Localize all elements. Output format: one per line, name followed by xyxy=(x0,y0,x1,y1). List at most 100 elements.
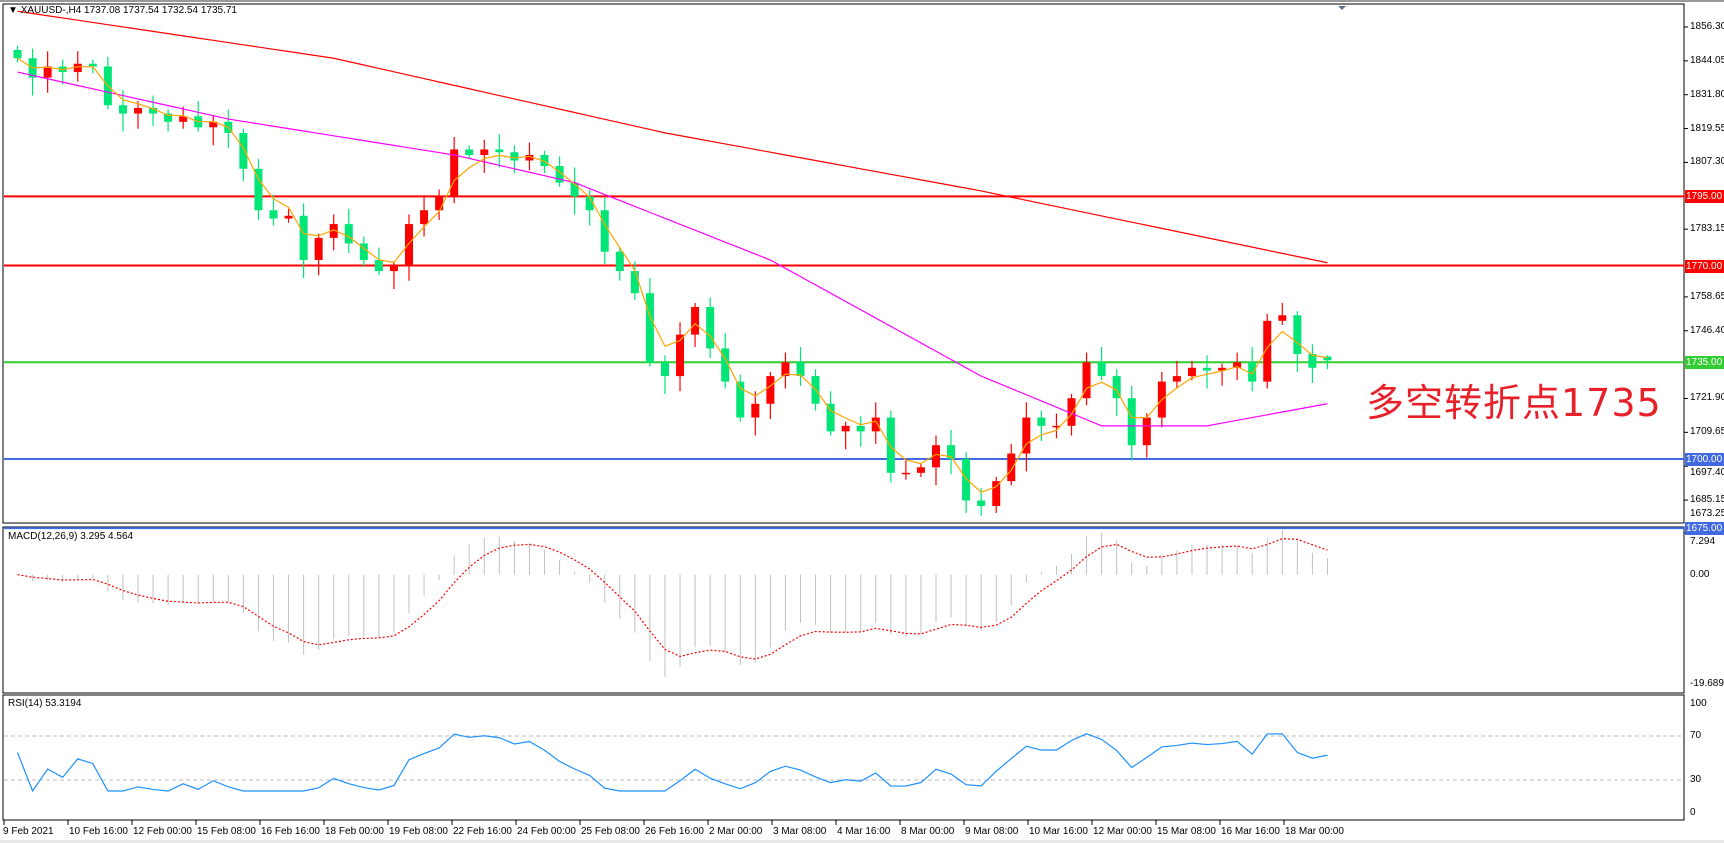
candle-body xyxy=(73,63,82,73)
time-tick-label: 18 Mar 00:00 xyxy=(1285,826,1344,837)
candle-body xyxy=(435,196,444,211)
level-tag: 1770.00 xyxy=(1685,260,1724,273)
candle-body xyxy=(374,260,383,272)
candle-body xyxy=(480,149,489,155)
time-tick-label: 24 Feb 00:00 xyxy=(517,826,576,837)
candle-body xyxy=(600,210,609,252)
candle-body xyxy=(299,215,308,261)
candle-body xyxy=(88,63,97,67)
candle-body xyxy=(962,459,971,501)
candle-body xyxy=(645,293,654,363)
candle-body xyxy=(179,116,188,122)
price-tick-label: 1697.40 xyxy=(1690,467,1724,478)
candle-body xyxy=(826,403,835,432)
candle-body xyxy=(796,362,805,377)
candle-body xyxy=(1293,315,1302,354)
candle-body xyxy=(977,500,986,507)
candle-body xyxy=(149,107,158,114)
candle-body xyxy=(284,215,293,219)
candle-body xyxy=(886,417,895,473)
time-tick-label: 12 Feb 00:00 xyxy=(133,826,192,837)
macd-panel xyxy=(2,526,1685,694)
level-tag: 1735.00 xyxy=(1685,356,1724,369)
price-tick-label: 1685.15 xyxy=(1690,494,1724,505)
level-tag: 1795.00 xyxy=(1685,190,1724,203)
candle-body xyxy=(164,113,173,122)
price-tick-label: 1746.40 xyxy=(1690,325,1724,336)
time-tick-label: 22 Feb 16:00 xyxy=(453,826,512,837)
chart-header: ▼ XAUUSD-,H4 1737.08 1737.54 1732.54 173… xyxy=(8,5,237,17)
price-tick-label: 1856.30 xyxy=(1690,21,1724,32)
candle-body xyxy=(269,210,278,219)
rsi-tick-label: 70 xyxy=(1690,730,1702,741)
candle-body xyxy=(1082,362,1091,399)
candle-body xyxy=(254,168,263,211)
time-tick-label: 15 Mar 08:00 xyxy=(1157,826,1216,837)
candle-body xyxy=(314,237,323,261)
candle-body xyxy=(329,224,338,238)
time-tick-label: 2 Mar 00:00 xyxy=(709,826,763,837)
candle-body xyxy=(1127,398,1136,446)
ma-mid-line xyxy=(17,71,1328,427)
time-tick-label: 19 Feb 08:00 xyxy=(389,826,448,837)
macd-tick-label: 0.00 xyxy=(1690,569,1710,580)
candle-body xyxy=(585,196,594,211)
candle-body xyxy=(781,362,790,377)
time-tick-label: 10 Feb 16:00 xyxy=(69,826,128,837)
rsi-panel xyxy=(2,694,1685,821)
candle-body xyxy=(1022,417,1031,454)
candle-body xyxy=(947,445,956,460)
candle-body xyxy=(1067,398,1076,426)
candle-body xyxy=(118,105,127,114)
candle-body xyxy=(1218,367,1227,371)
candle-body xyxy=(916,467,925,473)
candle-body xyxy=(525,154,534,161)
candle-body xyxy=(1172,376,1181,382)
time-tick-label: 25 Feb 08:00 xyxy=(581,826,640,837)
candle-body xyxy=(359,243,368,261)
candle-body xyxy=(992,481,1001,507)
price-tick-label: 1673.25 xyxy=(1690,508,1724,519)
dropdown-triangle-icon[interactable]: ▼ xyxy=(8,5,18,16)
level-tag: 1675.00 xyxy=(1685,522,1724,535)
candle-body xyxy=(1323,356,1332,361)
symbol-label: XAUUSD-,H4 xyxy=(20,5,82,16)
level-tag: 1700.00 xyxy=(1685,453,1724,466)
main-panel xyxy=(2,3,1685,524)
candle-body xyxy=(706,306,715,349)
rsi-tick-label: 30 xyxy=(1690,774,1702,785)
macd-signal-line xyxy=(17,538,1328,660)
candle-body xyxy=(630,271,639,294)
candle-body xyxy=(209,121,218,128)
candle-body xyxy=(1097,362,1106,377)
candle-body xyxy=(465,149,474,155)
candle-body xyxy=(450,149,459,197)
candle-body xyxy=(856,425,865,432)
candle-body xyxy=(691,306,700,335)
candle-body xyxy=(420,210,429,225)
candle-body xyxy=(43,66,52,78)
candle-body xyxy=(751,403,760,418)
shift-marker-icon xyxy=(1338,6,1346,10)
macd-tick-label: -19.689 xyxy=(1690,678,1724,689)
price-tick-label: 1819.55 xyxy=(1690,123,1724,134)
rsi-tick-label: 100 xyxy=(1690,698,1707,709)
candle-body xyxy=(1308,353,1317,368)
candle-body xyxy=(570,182,579,197)
candle-body xyxy=(901,472,910,475)
candle-body xyxy=(1112,376,1121,399)
candle-body xyxy=(344,224,353,244)
candle-body xyxy=(239,132,248,169)
candle-body xyxy=(931,445,940,468)
candle-body xyxy=(676,334,685,377)
candle-body xyxy=(389,265,398,272)
candle-body xyxy=(1278,315,1287,321)
time-tick-label: 9 Feb 2021 xyxy=(3,826,54,837)
candle-body xyxy=(1263,320,1272,382)
candle-body xyxy=(13,49,22,59)
rsi-tick-label: 0 xyxy=(1690,807,1696,818)
candle-body xyxy=(405,224,414,266)
macd-label: MACD(12,26,9) 3.295 4.564 xyxy=(8,531,134,542)
candle-body xyxy=(1187,367,1196,377)
